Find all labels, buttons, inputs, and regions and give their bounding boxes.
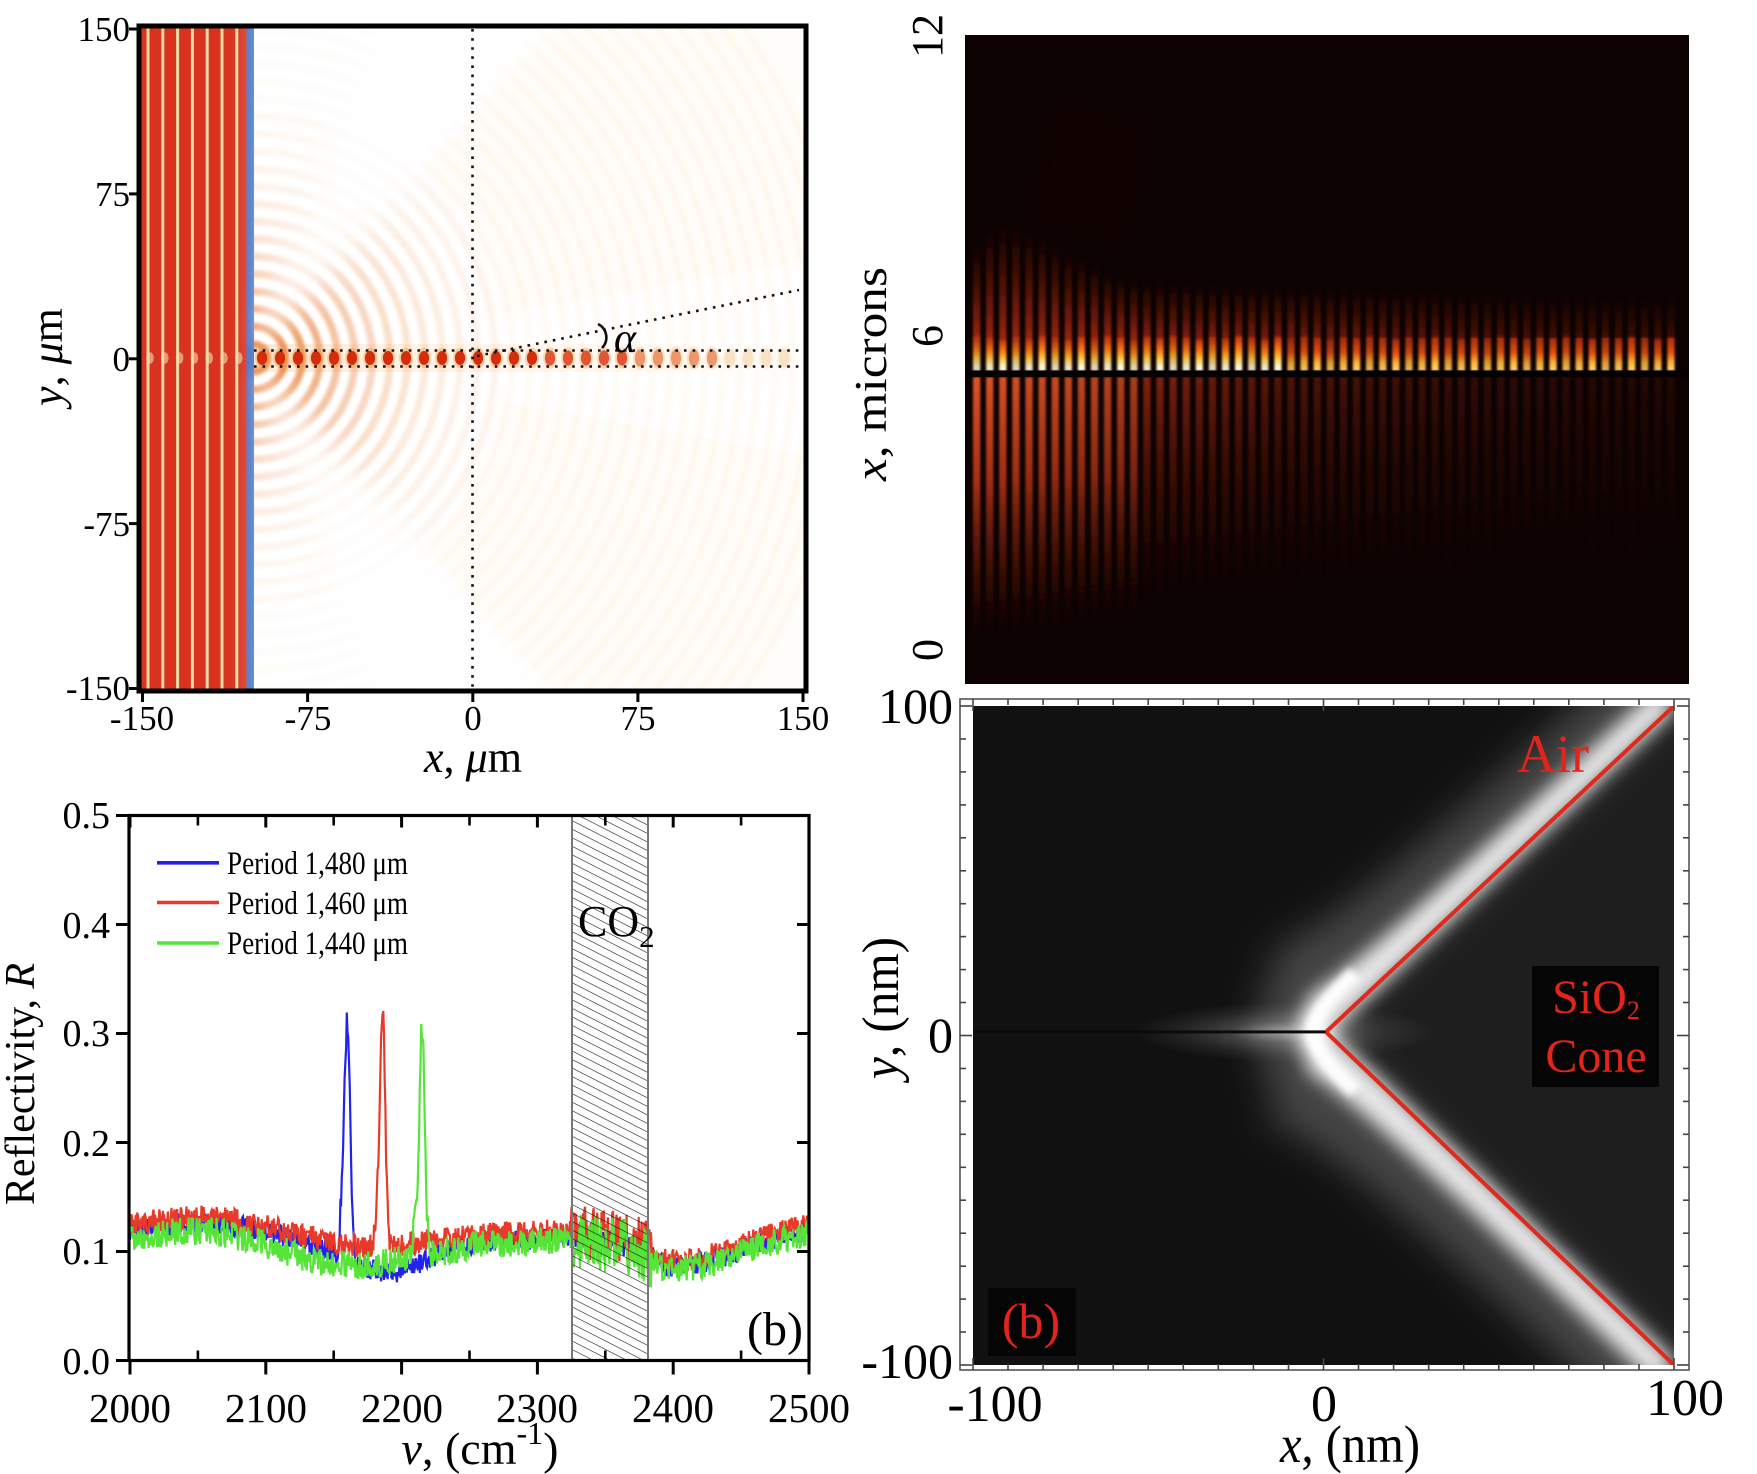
svg-text:-75: -75 xyxy=(83,505,130,544)
svg-text:0: 0 xyxy=(928,1007,953,1063)
svg-text:2400: 2400 xyxy=(632,1385,714,1431)
svg-text:0.3: 0.3 xyxy=(63,1013,111,1055)
svg-text:0: 0 xyxy=(1311,1376,1337,1433)
svg-text:150: 150 xyxy=(777,699,830,738)
svg-text:y, μm: y, μm xyxy=(23,308,72,410)
svg-text:ν, (cm-1): ν, (cm-1) xyxy=(402,1415,559,1474)
svg-text:x, microns: x, microns xyxy=(845,267,896,482)
svg-text:x, μm: x, μm xyxy=(423,733,522,782)
svg-text:Period 1,480 μm: Period 1,480 μm xyxy=(227,846,408,882)
svg-text:0.2: 0.2 xyxy=(63,1123,111,1165)
svg-text:0: 0 xyxy=(464,699,482,738)
svg-text:12: 12 xyxy=(903,14,952,58)
svg-text:2100: 2100 xyxy=(225,1385,307,1431)
svg-text:(b): (b) xyxy=(747,1303,803,1356)
svg-text:Reflectivity, R: Reflectivity, R xyxy=(0,963,44,1205)
svg-text:0: 0 xyxy=(903,639,952,661)
svg-text:Cone: Cone xyxy=(1545,1030,1646,1083)
svg-text:Period 1,460 μm: Period 1,460 μm xyxy=(227,886,408,922)
svg-text:150: 150 xyxy=(78,10,131,49)
svg-text:CO2: CO2 xyxy=(578,897,655,954)
svg-text:x, (nm): x, (nm) xyxy=(1279,1416,1420,1474)
svg-text:0: 0 xyxy=(113,340,131,379)
svg-text:75: 75 xyxy=(95,175,130,214)
svg-text:-75: -75 xyxy=(285,699,332,738)
svg-text:6: 6 xyxy=(903,325,952,347)
svg-text:0.0: 0.0 xyxy=(63,1341,111,1383)
svg-text:2000: 2000 xyxy=(89,1385,171,1431)
svg-text:0.1: 0.1 xyxy=(63,1231,111,1273)
svg-text:75: 75 xyxy=(621,699,656,738)
svg-text:-150: -150 xyxy=(110,699,174,738)
svg-text:Period 1,440 μm: Period 1,440 μm xyxy=(227,926,408,962)
svg-text:SiO2: SiO2 xyxy=(1552,971,1640,1025)
svg-text:100: 100 xyxy=(878,678,953,734)
svg-text:y, (nm): y, (nm) xyxy=(853,937,910,1084)
svg-text:Air: Air xyxy=(1517,724,1589,784)
svg-text:-100: -100 xyxy=(947,1376,1042,1433)
svg-text:2500: 2500 xyxy=(768,1385,850,1431)
svg-text:-150: -150 xyxy=(66,669,130,708)
svg-text:-100: -100 xyxy=(861,1333,953,1389)
svg-text:0.5: 0.5 xyxy=(63,795,111,837)
svg-text:0.4: 0.4 xyxy=(63,905,111,947)
svg-text:α: α xyxy=(614,316,637,362)
svg-text:2300: 2300 xyxy=(496,1385,578,1431)
svg-text:100: 100 xyxy=(1646,1370,1724,1427)
svg-text:(b): (b) xyxy=(1002,1293,1060,1349)
svg-text:2200: 2200 xyxy=(361,1385,443,1431)
